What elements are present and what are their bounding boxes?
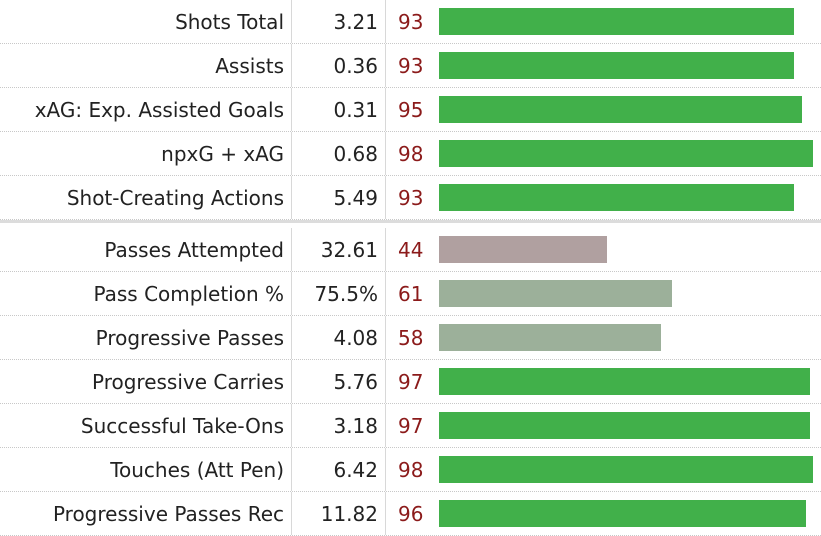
stat-percentile: 44 — [398, 237, 424, 262]
stat-row: Progressive Carries 5.76 97 — [0, 360, 821, 404]
percentile-bar-track — [439, 360, 821, 403]
percentile-bar — [439, 456, 813, 483]
stat-value: 3.21 — [291, 0, 386, 43]
stat-value: 4.08 — [291, 316, 386, 359]
stat-value: 0.31 — [291, 88, 386, 131]
stat-row: npxG + xAG 0.68 98 — [0, 132, 821, 176]
stat-percentile: 93 — [398, 9, 424, 34]
percentile-bar — [439, 52, 794, 79]
stat-percentile: 97 — [398, 413, 424, 438]
percentile-bar-track — [439, 228, 821, 271]
percentile-bar — [439, 140, 813, 167]
percentile-bar-track — [439, 132, 821, 175]
stat-value: 3.18 — [291, 404, 386, 447]
percentile-bar — [439, 412, 810, 439]
percentile-bar-track — [439, 272, 821, 315]
percentile-bar — [439, 96, 802, 123]
stat-value: 32.61 — [291, 228, 386, 271]
percentile-bar — [439, 236, 607, 263]
stat-row: Shot-Creating Actions 5.49 93 — [0, 176, 821, 220]
stat-label: Progressive Passes Rec — [52, 501, 284, 526]
stat-label: Shots Total — [175, 9, 284, 34]
stat-label: npxG + xAG — [161, 141, 284, 166]
percentile-bar-track — [439, 0, 821, 43]
stat-row: Passes Attempted 32.61 44 — [0, 228, 821, 272]
stat-value: 0.68 — [291, 132, 386, 175]
percentile-bar-track — [439, 492, 821, 535]
stat-label: Shot-Creating Actions — [66, 185, 284, 210]
stat-percentile: 58 — [398, 325, 424, 350]
percentile-bar-track — [439, 316, 821, 359]
stat-percentile: 93 — [398, 53, 424, 78]
stat-label: Passes Attempted — [104, 237, 284, 262]
stat-label: Touches (Att Pen) — [110, 457, 284, 482]
stat-row: Pass Completion % 75.5% 61 — [0, 272, 821, 316]
stat-row: Assists 0.36 93 — [0, 44, 821, 88]
percentile-bar — [439, 280, 672, 307]
stat-percentile: 96 — [398, 501, 424, 526]
percentile-bar-track — [439, 176, 821, 219]
stat-label: Progressive Carries — [91, 369, 284, 394]
stat-value: 0.36 — [291, 44, 386, 87]
stat-label: Successful Take-Ons — [80, 413, 284, 438]
stat-value: 11.82 — [291, 492, 386, 535]
stat-percentile: 97 — [398, 369, 424, 394]
stat-row: Successful Take-Ons 3.18 97 — [0, 404, 821, 448]
percentile-bar — [439, 368, 810, 395]
stat-percentile: 98 — [398, 457, 424, 482]
stat-percentile: 95 — [398, 97, 424, 122]
stat-percentile: 98 — [398, 141, 424, 166]
stat-row: Shots Total 3.21 93 — [0, 0, 821, 44]
percentile-bar — [439, 184, 794, 211]
stat-value: 75.5% — [291, 272, 386, 315]
stat-label: Assists — [215, 53, 284, 78]
stat-row: Progressive Passes 4.08 58 — [0, 316, 821, 360]
percentile-bar-track — [439, 404, 821, 447]
stat-label: xAG: Exp. Assisted Goals — [34, 97, 284, 122]
stat-percentile: 93 — [398, 185, 424, 210]
stat-row: Touches (Att Pen) 6.42 98 — [0, 448, 821, 492]
stat-value: 6.42 — [291, 448, 386, 491]
stat-label: Progressive Passes — [95, 325, 284, 350]
percentile-bar-track — [439, 88, 821, 131]
percentile-bar — [439, 500, 806, 527]
stat-row: Progressive Passes Rec 11.82 96 — [0, 492, 821, 536]
percentile-bar-track — [439, 44, 821, 87]
stat-value: 5.76 — [291, 360, 386, 403]
percentile-bar — [439, 324, 661, 351]
stat-row: xAG: Exp. Assisted Goals 0.31 95 — [0, 88, 821, 132]
stat-value: 5.49 — [291, 176, 386, 219]
percentile-bar — [439, 8, 794, 35]
stat-percentile: 61 — [398, 281, 424, 306]
stat-label: Pass Completion % — [93, 281, 284, 306]
section-divider — [0, 220, 821, 228]
percentile-bar-track — [439, 448, 821, 491]
